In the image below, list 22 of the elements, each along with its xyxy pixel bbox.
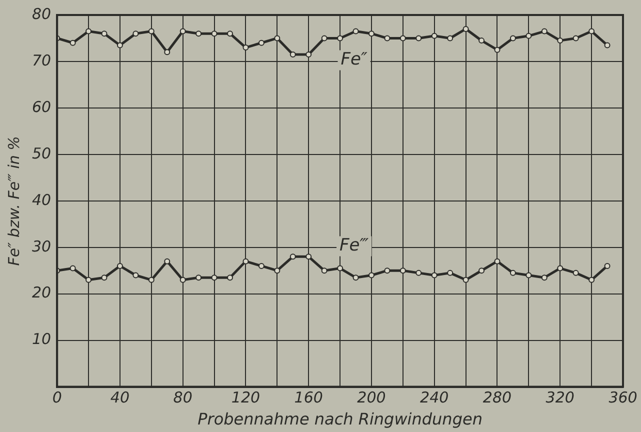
y-tick-label: 10 [32,330,52,348]
series-label: Fe″ [340,50,368,70]
x-tick-label: 200 [357,388,386,407]
x-tick-label: 360 [608,388,638,407]
x-tick-label: 160 [294,388,323,407]
x-tick-label: 0 [52,388,62,407]
x-tick-label: 80 [173,388,192,407]
x-tick-label: 240 [420,388,449,407]
series-label: Fe‴ [340,236,369,256]
y-tick-label: 70 [32,51,52,70]
y-tick-label: 20 [32,284,52,302]
x-axis-title: Probennahme nach Ringwindungen [198,410,482,429]
y-tick-label: 60 [32,98,52,116]
x-tick-label: 280 [482,388,512,407]
x-tick-label: 40 [110,388,130,407]
y-tick-label: 30 [32,237,52,256]
y-tick-label: 40 [32,190,52,209]
y-axis-title: Fe″ bzw. Fe‴ in % [4,136,23,266]
x-tick-label: 320 [546,388,574,407]
y-tick-label: 50 [32,144,52,162]
x-tick-label: 120 [231,388,260,407]
y-tick-label: 80 [32,4,52,23]
